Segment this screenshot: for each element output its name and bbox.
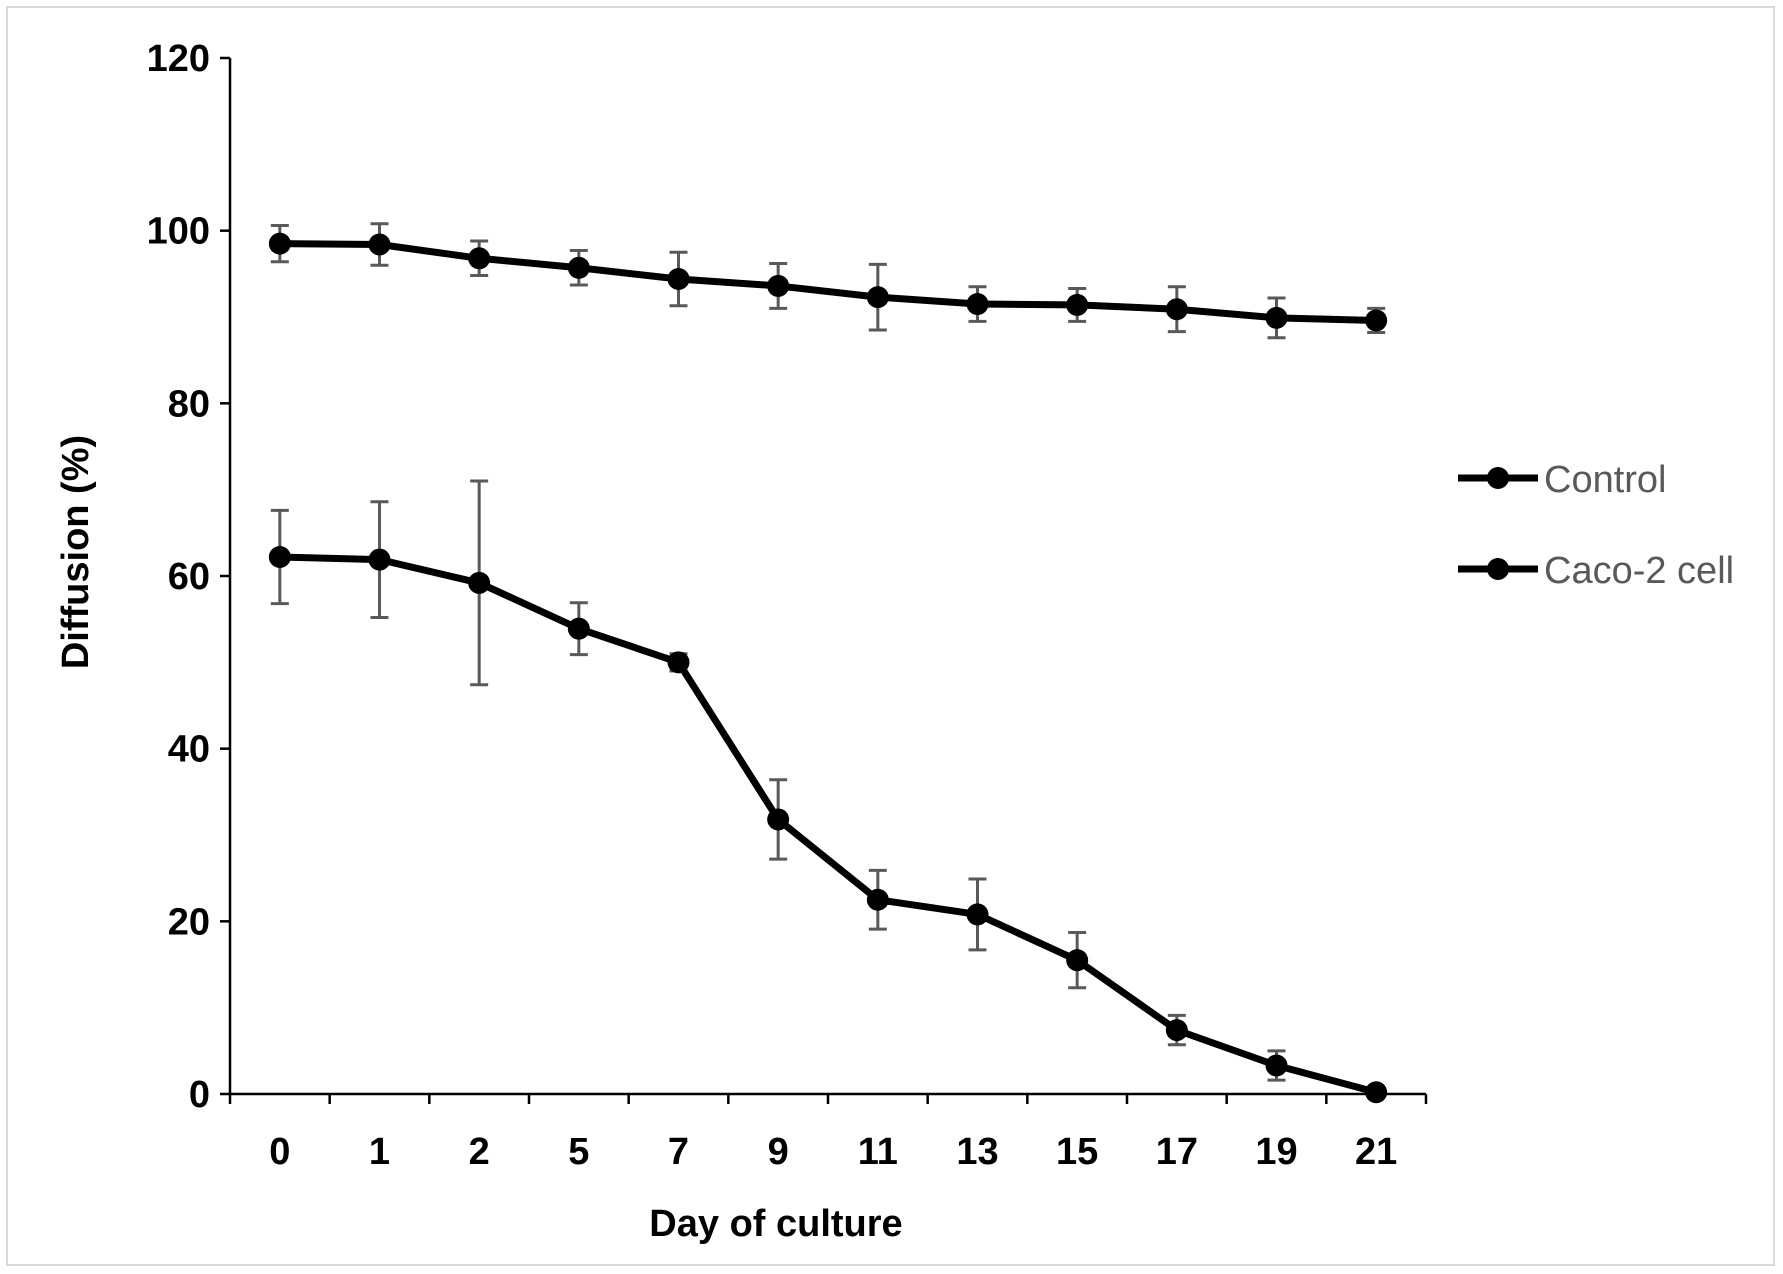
legend-label: Caco-2 cell xyxy=(1544,550,1734,592)
x-tick-label: 13 xyxy=(956,1131,998,1173)
data-point xyxy=(1066,949,1089,972)
data-point xyxy=(567,256,590,279)
y-tick-label: 20 xyxy=(168,901,210,943)
data-point xyxy=(767,808,790,831)
x-tick-label: 1 xyxy=(369,1131,390,1173)
chart-frame xyxy=(6,6,1775,1266)
data-point xyxy=(268,546,291,569)
data-point xyxy=(567,617,590,640)
data-point xyxy=(966,293,989,316)
y-tick-label: 0 xyxy=(189,1074,210,1116)
data-point xyxy=(1265,1054,1288,1077)
x-tick-label: 2 xyxy=(469,1131,490,1173)
data-point xyxy=(1165,298,1188,321)
x-tick-label: 19 xyxy=(1255,1131,1297,1173)
legend-marker xyxy=(1487,558,1509,580)
data-point xyxy=(368,233,391,256)
x-tick-label: 11 xyxy=(858,1131,898,1173)
data-point xyxy=(767,274,790,297)
error-bars xyxy=(270,222,1386,1097)
data-point xyxy=(468,571,491,594)
data-point xyxy=(966,903,989,926)
x-tick-label: 17 xyxy=(1156,1131,1198,1173)
x-tick-label: 0 xyxy=(269,1131,290,1173)
data-point xyxy=(866,888,889,911)
x-tick-label: 21 xyxy=(1355,1131,1397,1173)
data-point xyxy=(667,651,690,674)
data-point xyxy=(368,548,391,571)
x-tick-label: 15 xyxy=(1056,1131,1098,1173)
series-line-1 xyxy=(279,553,1378,1096)
data-point xyxy=(1365,1081,1388,1104)
legend-marker xyxy=(1487,467,1509,489)
y-tick-label: 40 xyxy=(168,729,210,771)
y-tick-label: 60 xyxy=(168,556,210,598)
axes: 0 20 40 60 80 100 120 0 1 2 5 7 9 11 13 15 17 19 21 xyxy=(147,38,1428,1173)
y-tick-label: 120 xyxy=(147,38,210,80)
data-point xyxy=(268,232,291,255)
legend-item: Control xyxy=(1458,459,1667,501)
data-point xyxy=(667,268,690,291)
x-tick-label: 5 xyxy=(568,1131,589,1173)
y-axis-title: Diffusion (%) xyxy=(55,435,97,669)
series-line-0 xyxy=(279,240,1377,324)
series-lines xyxy=(268,232,1388,1104)
x-axis-title: Day of culture xyxy=(649,1203,902,1245)
legend: Control Caco-2 cell xyxy=(1458,459,1734,592)
data-point xyxy=(1265,306,1288,329)
y-tick-label: 100 xyxy=(147,211,210,253)
y-tick-label: 80 xyxy=(168,383,210,425)
data-point xyxy=(468,247,491,270)
data-point xyxy=(1066,293,1089,316)
data-point xyxy=(1365,309,1388,332)
data-point xyxy=(1165,1019,1188,1042)
legend-item: Caco-2 cell xyxy=(1458,550,1734,592)
x-tick-label: 9 xyxy=(768,1131,789,1173)
data-point xyxy=(866,286,889,309)
legend-label: Control xyxy=(1544,459,1667,501)
x-tick-label: 7 xyxy=(668,1131,689,1173)
